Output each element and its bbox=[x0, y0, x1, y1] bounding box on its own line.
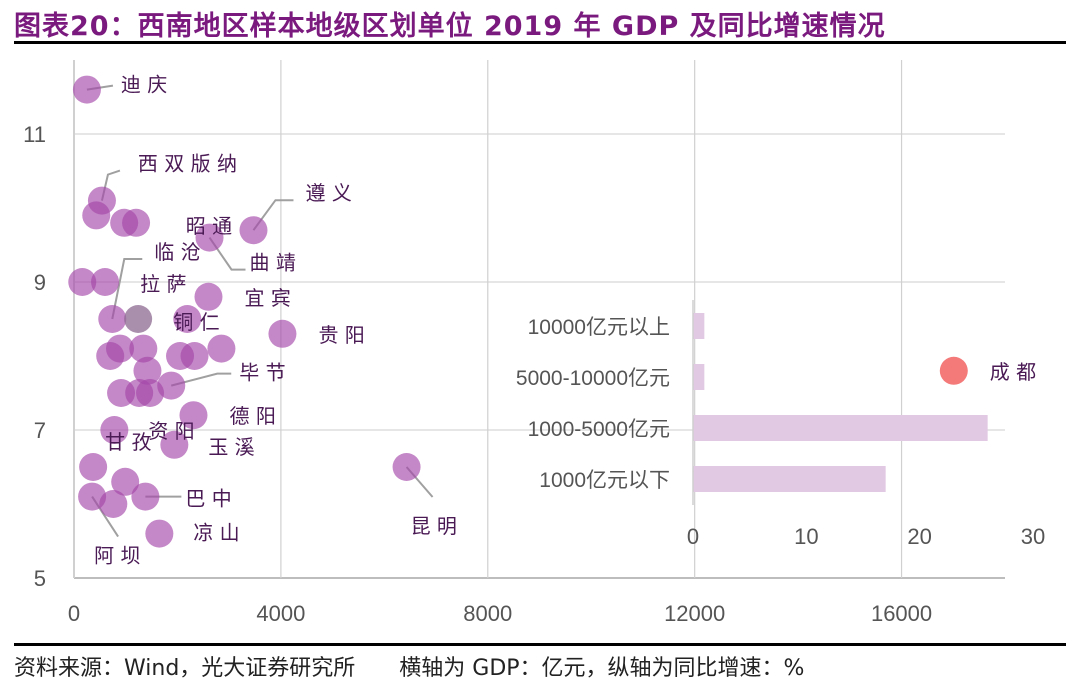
scatter-point-铜仁 bbox=[173, 305, 202, 333]
point-label-迪庆: 迪 庆 bbox=[121, 73, 167, 97]
point-label-凉山: 凉 山 bbox=[193, 521, 239, 545]
inset-x-tick-label: 20 bbox=[907, 524, 931, 549]
inset-category-label: 1000-5000亿元 bbox=[528, 418, 670, 441]
scatter-point-甘孜 bbox=[79, 453, 108, 481]
inset-category-label: 1000亿元以下 bbox=[539, 469, 670, 492]
scatter-point bbox=[207, 334, 236, 363]
footer: 资料来源：Wind，光大证券研究所 横轴为 GDP：亿元，纵轴为同比增速：% bbox=[14, 650, 804, 682]
scatter-point-凉山 bbox=[145, 519, 174, 548]
point-label-铜仁: 铜 仁 bbox=[173, 310, 219, 334]
point-label-宜宾: 宜 宾 bbox=[244, 286, 290, 310]
chart-title: 图表20：西南地区样本地级区划单位 2019 年 GDP 及同比增速情况 bbox=[14, 11, 886, 42]
point-label-拉萨: 拉 萨 bbox=[140, 272, 186, 296]
point-label-资阳: 资 阳 bbox=[148, 419, 194, 443]
scatter-point bbox=[106, 334, 135, 363]
point-label-贵阳: 贵 阳 bbox=[318, 323, 364, 347]
x-tick-label: 12000 bbox=[664, 601, 725, 626]
scatter-point-曲靖 bbox=[195, 223, 224, 252]
x-tick-label: 16000 bbox=[871, 601, 932, 626]
point-label-德阳: 德 阳 bbox=[229, 404, 275, 428]
footer-divider bbox=[14, 643, 1066, 646]
y-tick-label: 7 bbox=[34, 418, 46, 443]
point-labels: 迪 庆西 双 版 纳昭 通曲 靖 遵 义宜 宾 临 沧拉 萨铜 仁贵 阳毕 节德 阳… bbox=[94, 73, 1036, 568]
point-label-曲靖: 曲 靖 bbox=[250, 251, 296, 275]
scatter-point-临沧 bbox=[98, 305, 127, 333]
scatter-point bbox=[68, 268, 97, 296]
x-axis-ticks: 0 4000 8000 12000 16000 bbox=[68, 601, 932, 626]
scatter-point-贵阳 bbox=[268, 319, 297, 348]
scatter-point bbox=[129, 334, 158, 363]
scatter-point bbox=[180, 342, 209, 370]
source-note: 资料来源：Wind，光大证券研究所 bbox=[14, 656, 356, 681]
scatter-point-昆明 bbox=[392, 453, 421, 481]
y-tick-label: 5 bbox=[34, 566, 46, 591]
inset-bar-chart: 10000亿元以上 5000-10000亿元 1000-5000亿元 1000亿元以下… bbox=[516, 300, 1045, 549]
inset-category-label: 5000-10000亿元 bbox=[516, 367, 670, 390]
point-label-玉溪: 玉 溪 bbox=[208, 435, 254, 459]
scatter-point-遵义 bbox=[239, 216, 268, 245]
inset-x-tick-label: 10 bbox=[794, 524, 818, 549]
y-axis-ticks: 5 7 9 11 bbox=[23, 122, 46, 591]
inset-bar bbox=[693, 415, 988, 441]
inset-x-tick-label: 30 bbox=[1021, 524, 1045, 549]
scatter-point-成都 bbox=[939, 356, 968, 385]
point-label-昭通: 昭 通 bbox=[186, 214, 232, 238]
scatter-point-资阳 bbox=[100, 416, 129, 444]
scatter-point-玉溪 bbox=[160, 430, 189, 459]
scatter-point-巴中 bbox=[131, 482, 160, 511]
x-tick-label: 0 bbox=[68, 601, 80, 626]
inset-bar bbox=[693, 466, 886, 492]
scatter-points bbox=[68, 75, 968, 548]
point-label-毕节: 毕 节 bbox=[239, 361, 285, 385]
axis-note: 横轴为 GDP：亿元，纵轴为同比增速：% bbox=[399, 656, 805, 681]
y-tick-label: 11 bbox=[23, 122, 46, 147]
x-tick-label: 8000 bbox=[463, 601, 512, 626]
scatter-point bbox=[111, 467, 140, 496]
x-tick-label: 4000 bbox=[256, 601, 305, 626]
scatter-point-拉萨 bbox=[124, 305, 153, 333]
scatter-point bbox=[82, 201, 111, 230]
point-label-遵义: 遵 义 bbox=[305, 181, 351, 205]
scatter-point-阿坝 bbox=[78, 482, 107, 511]
scatter-point bbox=[136, 379, 165, 407]
point-label-甘孜: 甘 孜 bbox=[105, 430, 151, 454]
scatter-point bbox=[91, 268, 120, 296]
leader-line bbox=[170, 372, 232, 387]
scatter-point bbox=[133, 356, 162, 385]
inset-bar bbox=[693, 313, 705, 339]
scatter-point-宜宾 bbox=[194, 282, 223, 311]
point-label-临沧: 临 沧 bbox=[154, 240, 200, 264]
scatter-point bbox=[99, 490, 128, 518]
point-label-巴中: 巴 中 bbox=[185, 487, 231, 511]
point-label-昆明: 昆 明 bbox=[411, 514, 457, 538]
point-label-成都: 成 都 bbox=[990, 360, 1036, 384]
point-label-阿坝: 阿 坝 bbox=[94, 544, 140, 568]
y-tick-label: 9 bbox=[34, 270, 46, 295]
leader-line bbox=[111, 258, 143, 320]
scatter-point-德阳 bbox=[179, 401, 208, 430]
inset-bar bbox=[693, 364, 705, 390]
inset-x-tick-label: 0 bbox=[687, 524, 699, 549]
title-divider bbox=[14, 41, 1066, 44]
scatter-point bbox=[122, 208, 151, 237]
scatter-point-毕节 bbox=[157, 371, 186, 400]
inset-category-label: 10000亿元以上 bbox=[528, 316, 670, 339]
scatter-point-迪庆 bbox=[72, 75, 101, 104]
point-label-西双版纳: 西 双 版 纳 bbox=[138, 152, 237, 176]
